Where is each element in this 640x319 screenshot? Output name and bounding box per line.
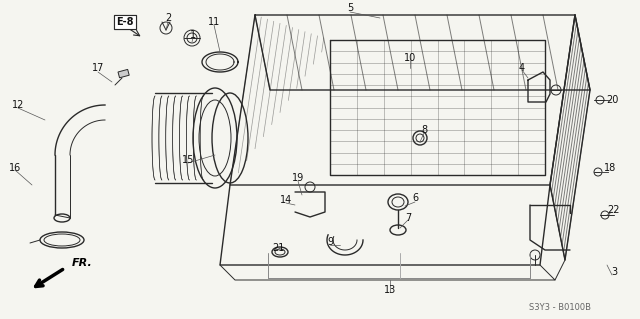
Text: 10: 10 [404, 53, 416, 63]
Text: 5: 5 [347, 3, 353, 13]
Text: 8: 8 [421, 125, 427, 135]
Text: 15: 15 [182, 155, 194, 165]
Text: 14: 14 [280, 195, 292, 205]
Bar [118, 70, 129, 78]
Text: 13: 13 [384, 285, 396, 295]
Text: 22: 22 [608, 205, 620, 215]
Text: 21: 21 [272, 243, 284, 253]
Text: 16: 16 [9, 163, 21, 173]
Text: 18: 18 [604, 163, 616, 173]
Text: 7: 7 [405, 213, 411, 223]
Text: 2: 2 [165, 13, 171, 23]
Text: S3Y3 - B0100B: S3Y3 - B0100B [529, 303, 591, 313]
Text: 3: 3 [611, 267, 617, 277]
Text: FR.: FR. [72, 258, 93, 268]
Text: 19: 19 [292, 173, 304, 183]
Text: E-8: E-8 [116, 17, 134, 27]
Text: 6: 6 [412, 193, 418, 203]
Text: 9: 9 [327, 237, 333, 247]
Text: 12: 12 [12, 100, 24, 110]
Text: 17: 17 [92, 63, 104, 73]
Text: 11: 11 [208, 17, 220, 27]
Text: 1: 1 [190, 30, 196, 40]
Text: 20: 20 [606, 95, 618, 105]
Text: E-8: E-8 [116, 17, 134, 27]
Text: 4: 4 [519, 63, 525, 73]
